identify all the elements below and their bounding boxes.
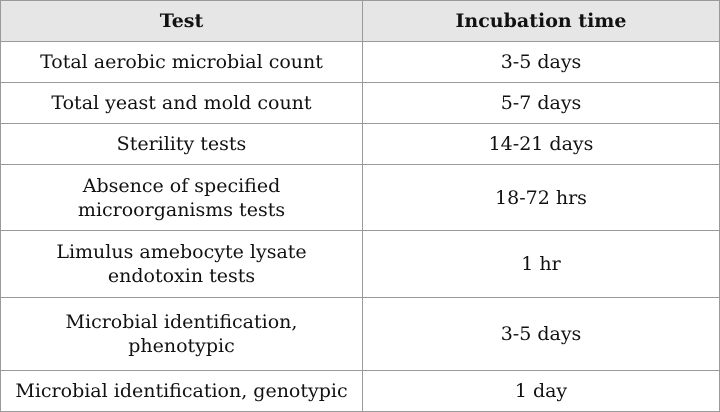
header-incubation-time: Incubation time <box>362 0 720 42</box>
test-cell: Microbial identification, phenotypic <box>0 297 363 371</box>
header-test: Test <box>0 0 363 42</box>
time-cell: 14-21 days <box>362 123 720 165</box>
time-cell: 1 hr <box>362 230 720 298</box>
test-line: Limulus amebocyte lysate <box>56 241 307 263</box>
test-cell: Sterility tests <box>0 123 363 165</box>
test-line: Total aerobic microbial count <box>40 51 323 73</box>
test-line: endotoxin tests <box>107 265 256 287</box>
test-cell: Limulus amebocyte lysate endotoxin tests <box>0 230 363 298</box>
test-cell: Absence of specified microorganisms test… <box>0 164 363 231</box>
test-line: microorganisms tests <box>77 198 286 221</box>
test-cell: Microbial identification, genotypic <box>0 370 363 412</box>
table-header-row: Test Incubation time <box>0 0 720 42</box>
test-line: Microbial identification, genotypic <box>15 380 348 402</box>
table-row: Limulus amebocyte lysate endotoxin tests… <box>0 230 720 298</box>
time-cell: 18-72 hrs <box>362 164 720 231</box>
time-cell: 1 day <box>362 370 720 412</box>
test-cell: Total aerobic microbial count <box>0 41 363 83</box>
table-row: Total aerobic microbial count 3-5 days <box>0 41 720 83</box>
test-line: Microbial identification, <box>65 311 298 333</box>
time-cell: 5-7 days <box>362 82 720 124</box>
test-line: phenotypic <box>128 335 235 357</box>
test-line: Total yeast and mold count <box>51 92 312 114</box>
table-row: Microbial identification, phenotypic 3-5… <box>0 297 720 371</box>
table-row: Absence of specified microorganisms test… <box>0 164 720 231</box>
table-row: Sterility tests 14-21 days <box>0 123 720 165</box>
table-row: Total yeast and mold count 5-7 days <box>0 82 720 124</box>
time-cell: 3-5 days <box>362 41 720 83</box>
test-line: Sterility tests <box>116 133 247 155</box>
table-row: Microbial identification, genotypic 1 da… <box>0 370 720 412</box>
time-cell: 3-5 days <box>362 297 720 371</box>
test-line: Absence of specified <box>82 174 281 197</box>
test-cell: Total yeast and mold count <box>0 82 363 124</box>
